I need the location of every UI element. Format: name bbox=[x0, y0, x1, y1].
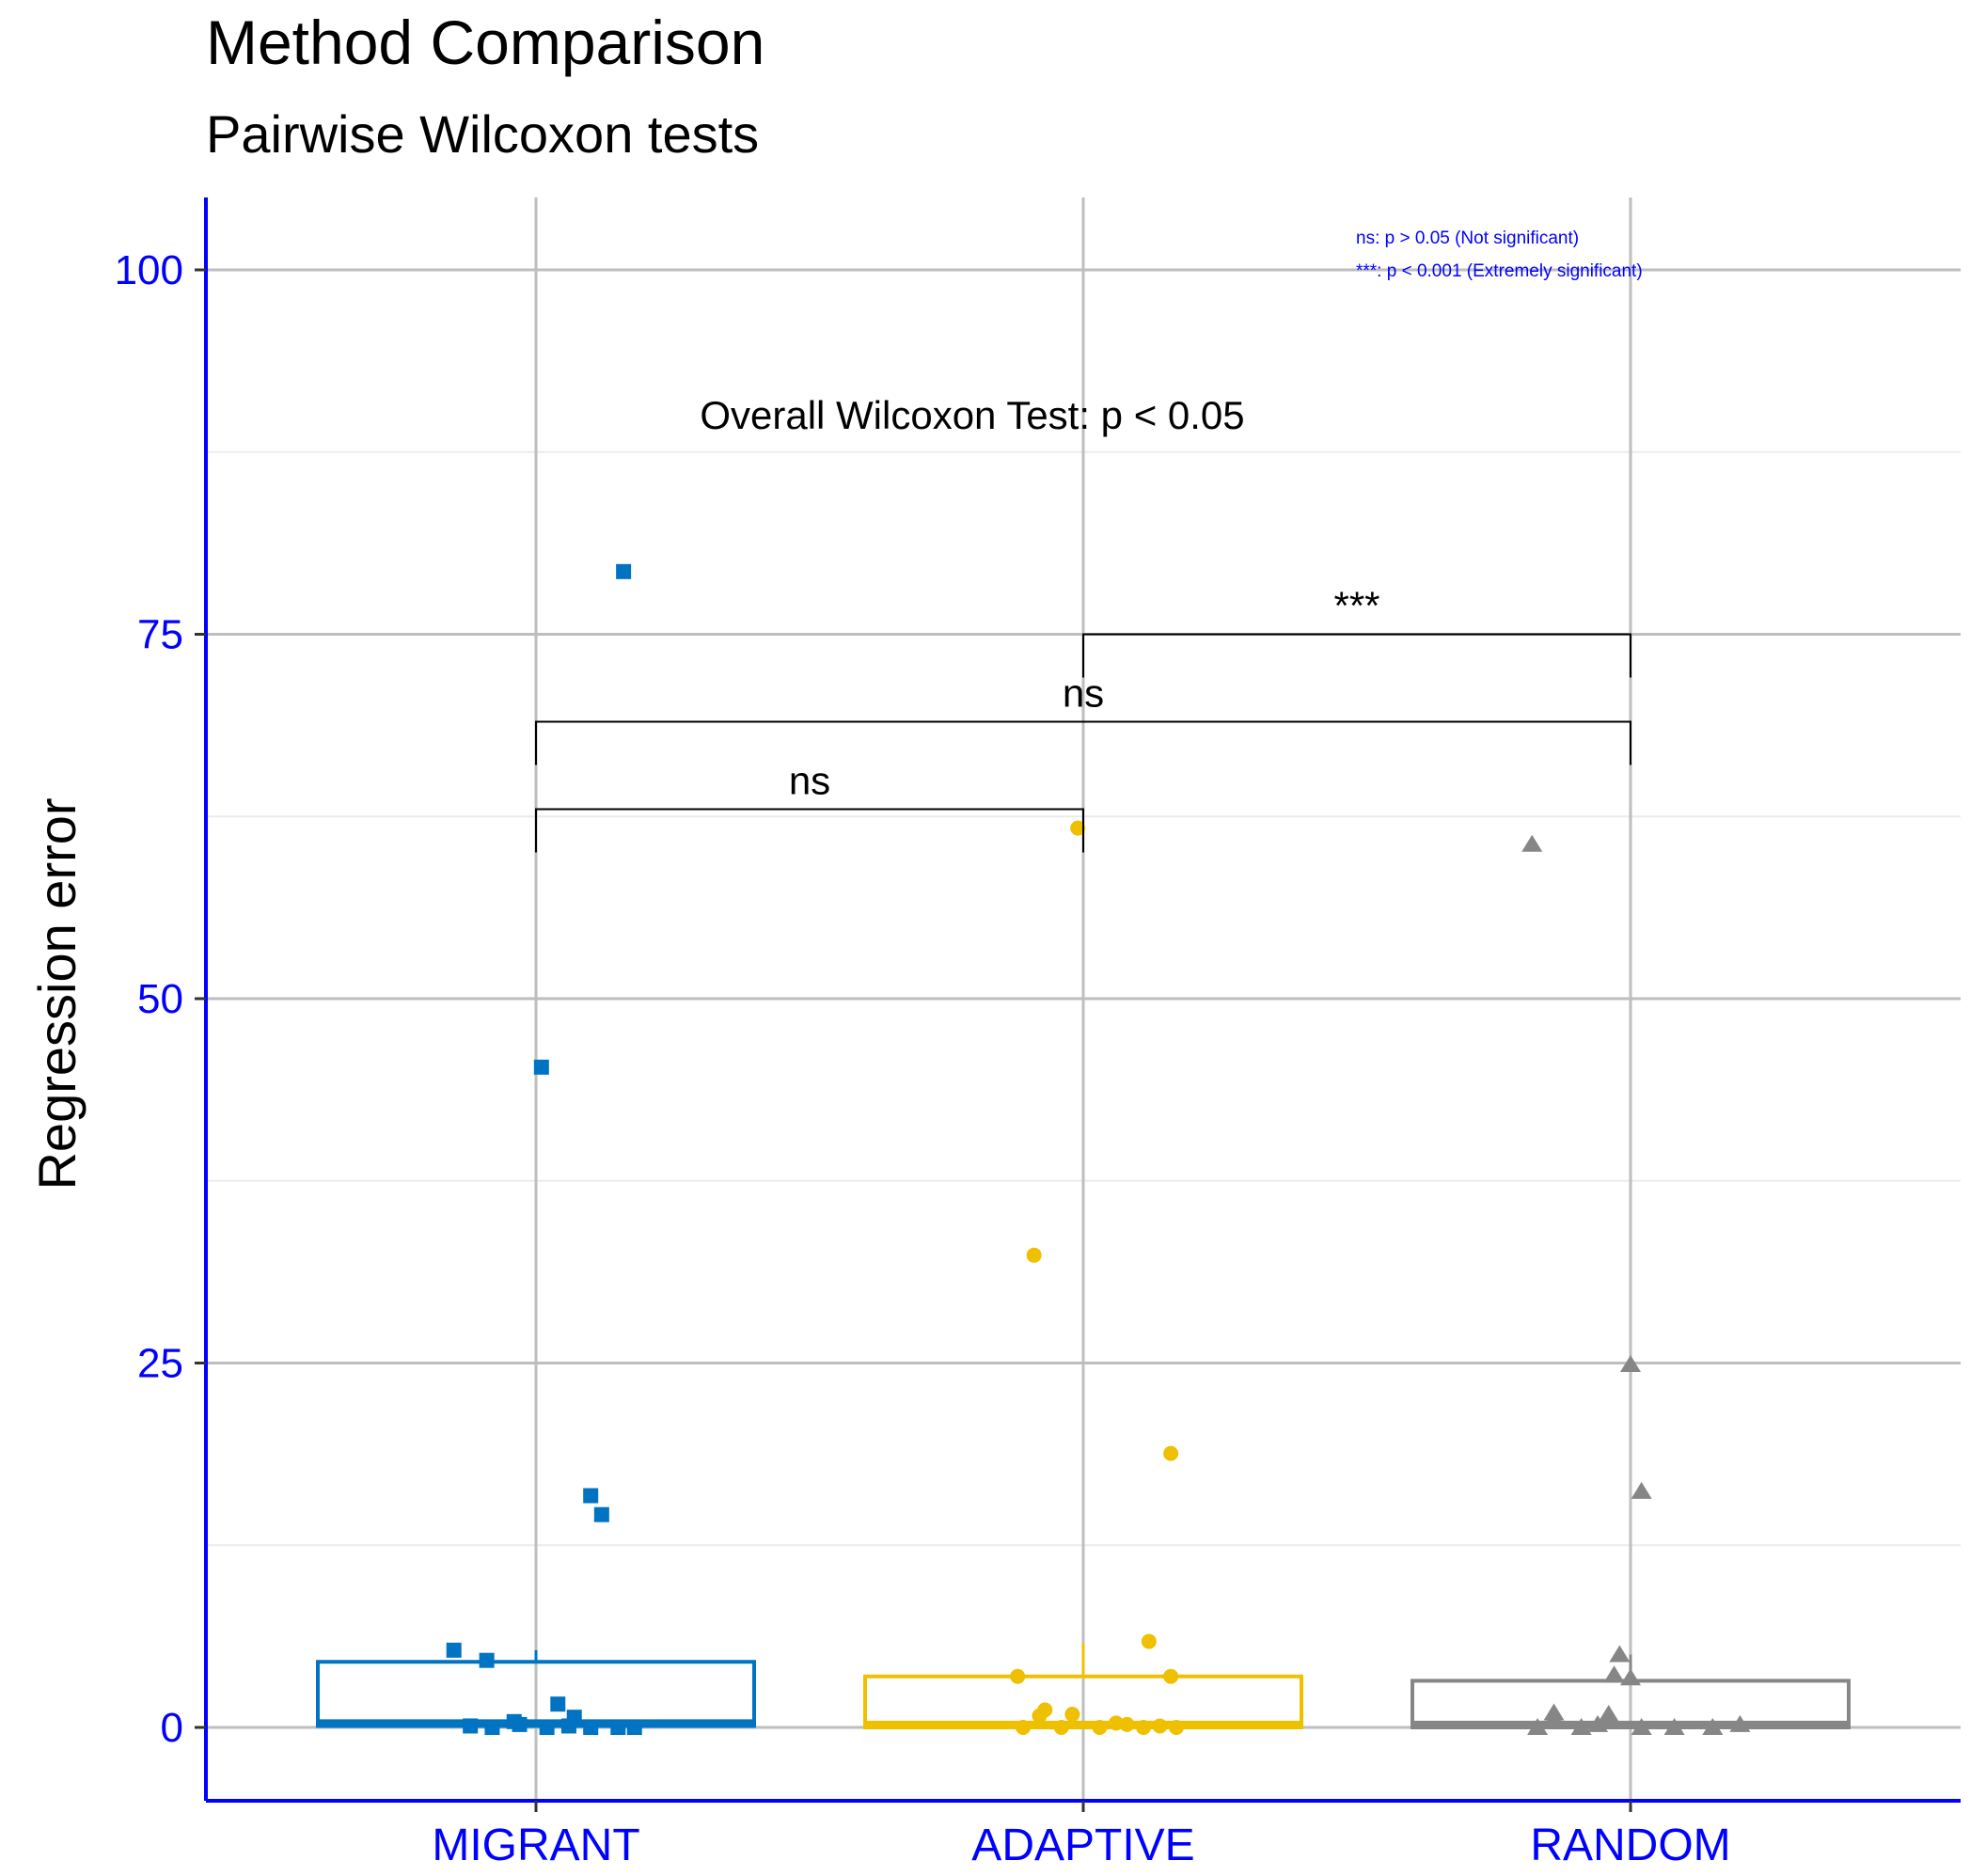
point-random bbox=[1620, 1355, 1641, 1373]
point-adaptive bbox=[1092, 1720, 1108, 1735]
point-adaptive bbox=[1163, 1668, 1179, 1684]
significance-brackets: ns ns *** bbox=[535, 584, 1631, 853]
point-migrant bbox=[479, 1652, 495, 1668]
point-random bbox=[1663, 1718, 1685, 1735]
point-adaptive bbox=[1141, 1633, 1157, 1649]
axes: 0 25 50 75 100 MIGRANT ADAPTIVE RANDOM bbox=[115, 197, 1961, 1870]
point-random bbox=[1598, 1705, 1619, 1723]
bracket-label-1: ns bbox=[789, 759, 830, 803]
point-adaptive bbox=[1108, 1715, 1124, 1731]
point-random bbox=[1620, 1668, 1641, 1686]
point-adaptive bbox=[1015, 1720, 1031, 1735]
x-tick-label-random: RANDOM bbox=[1530, 1821, 1730, 1870]
point-migrant bbox=[463, 1718, 479, 1734]
point-random bbox=[1729, 1714, 1751, 1732]
box-plots bbox=[316, 1643, 1851, 1730]
point-migrant bbox=[550, 1696, 566, 1712]
point-adaptive bbox=[1053, 1720, 1069, 1735]
legend-line-stars: ***: p < 0.001 (Extremely significant) bbox=[1356, 261, 1643, 281]
data-points bbox=[446, 563, 1751, 1735]
point-random bbox=[1527, 1718, 1549, 1735]
bracket-label-3: *** bbox=[1333, 584, 1379, 628]
x-tick-label-adaptive: ADAPTIVE bbox=[971, 1821, 1194, 1870]
x-tick-label-migrant: MIGRANT bbox=[432, 1821, 639, 1870]
point-migrant bbox=[583, 1488, 599, 1504]
point-random bbox=[1587, 1714, 1609, 1732]
chart-title: Method Comparison bbox=[206, 8, 764, 77]
y-tick-label: 0 bbox=[161, 1705, 183, 1751]
point-migrant bbox=[583, 1720, 599, 1735]
point-migrant bbox=[533, 1059, 549, 1075]
bracket-label-2: ns bbox=[1063, 671, 1104, 716]
point-adaptive bbox=[1064, 1707, 1080, 1723]
y-tick-label: 50 bbox=[137, 976, 183, 1022]
point-migrant bbox=[626, 1720, 642, 1735]
point-adaptive bbox=[1119, 1716, 1135, 1732]
bracket-1 bbox=[535, 808, 1084, 853]
overall-test-annotation: Overall Wilcoxon Test: p < 0.05 bbox=[700, 393, 1244, 437]
point-migrant bbox=[593, 1506, 609, 1522]
point-adaptive bbox=[1152, 1718, 1168, 1734]
chart-subtitle: Pairwise Wilcoxon tests bbox=[206, 104, 759, 164]
grid-lines bbox=[206, 197, 1961, 1801]
point-adaptive bbox=[1163, 1445, 1179, 1461]
y-axis-label: Regression error bbox=[27, 797, 87, 1190]
point-migrant bbox=[560, 1718, 576, 1734]
point-migrant bbox=[484, 1720, 500, 1735]
point-migrant bbox=[616, 563, 632, 579]
point-migrant bbox=[446, 1642, 462, 1658]
point-adaptive bbox=[1026, 1247, 1042, 1263]
legend-line-ns: ns: p > 0.05 (Not significant) bbox=[1356, 229, 1579, 248]
point-random bbox=[1609, 1645, 1631, 1663]
y-tick-label: 100 bbox=[115, 247, 183, 293]
point-adaptive bbox=[1136, 1720, 1152, 1735]
point-migrant bbox=[539, 1720, 555, 1735]
point-random bbox=[1631, 1718, 1652, 1735]
point-random bbox=[1521, 834, 1543, 852]
point-adaptive bbox=[1010, 1668, 1026, 1684]
point-random bbox=[1603, 1665, 1625, 1683]
point-adaptive bbox=[1168, 1720, 1184, 1735]
point-migrant bbox=[512, 1716, 528, 1732]
point-random bbox=[1570, 1718, 1592, 1735]
point-random bbox=[1631, 1481, 1652, 1499]
y-tick-label: 25 bbox=[137, 1341, 183, 1387]
point-adaptive bbox=[1070, 820, 1086, 836]
point-random bbox=[1543, 1709, 1565, 1726]
y-tick-label: 75 bbox=[137, 612, 183, 658]
bracket-3 bbox=[1082, 633, 1631, 678]
bracket-2 bbox=[535, 720, 1631, 765]
point-migrant bbox=[610, 1720, 626, 1735]
point-random bbox=[1702, 1718, 1724, 1735]
point-adaptive bbox=[1032, 1708, 1048, 1724]
